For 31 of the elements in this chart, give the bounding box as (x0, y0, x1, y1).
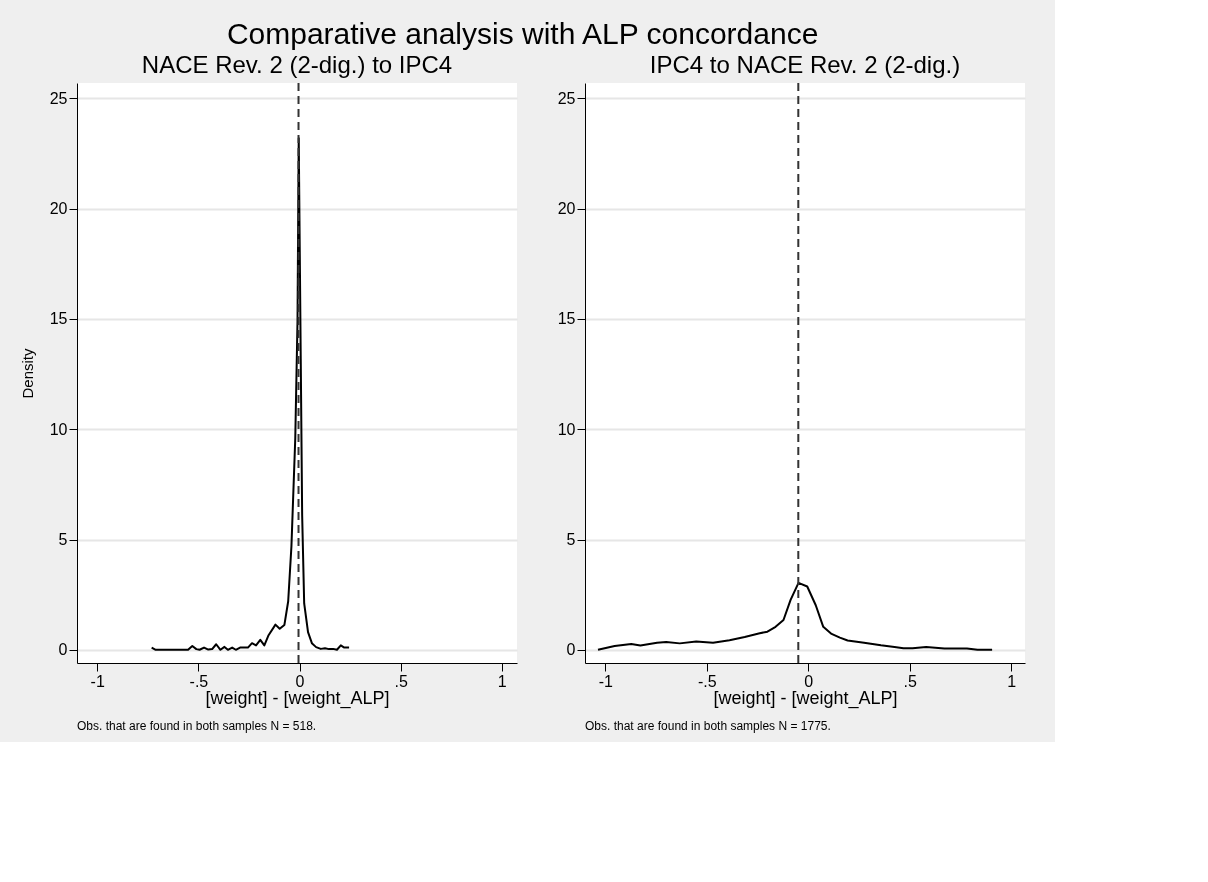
y-tick-label: 10 (557, 420, 576, 438)
y-tick-label: 10 (49, 420, 68, 438)
y-tick-label: 25 (49, 89, 68, 107)
x-axis-title: [weight] - [weight_ALP] (205, 687, 390, 709)
y-tick-label: 20 (557, 200, 576, 218)
chart-subtitle: IPC4 to NACE Rev. 2 (2-dig.) (649, 51, 961, 78)
x-tick-label: -.5 (189, 672, 209, 690)
x-tick-label: .5 (394, 672, 408, 690)
text: Obs. that are found in both samples N = 1775. (585, 719, 831, 733)
y-tick-label: 0 (566, 641, 576, 659)
x-tick-label: -.5 (697, 672, 717, 690)
x-tick-label: 1 (1007, 672, 1017, 690)
y-tick-label: 5 (566, 531, 576, 548)
x-tick-label: -1 (90, 672, 105, 690)
y-tick-label: 5 (58, 531, 68, 548)
x-tick-label: 0 (295, 672, 305, 690)
y-axis-title: Density (18, 348, 36, 399)
line-series (596, 581, 994, 651)
text: Obs. that are found in both samples N = 518. (77, 719, 317, 733)
y-tick-label: 15 (557, 310, 576, 328)
y-tick-label: 25 (557, 89, 576, 107)
y-tick-label: 15 (49, 310, 68, 328)
y-tick-label: 20 (49, 200, 68, 218)
y-tick-label: 0 (58, 641, 68, 659)
x-axis-title: [weight] - [weight_ALP] (713, 687, 898, 709)
x-tick-label: 1 (497, 672, 507, 690)
x-tick-label: -1 (598, 672, 614, 690)
x-tick-label: .5 (903, 672, 917, 690)
x-tick-label: 0 (804, 672, 814, 690)
chart-title: Comparative analysis with ALP concordance (226, 17, 819, 50)
chart-subtitle: NACE Rev. 2 (2-dig.) to IPC4 (141, 51, 453, 78)
